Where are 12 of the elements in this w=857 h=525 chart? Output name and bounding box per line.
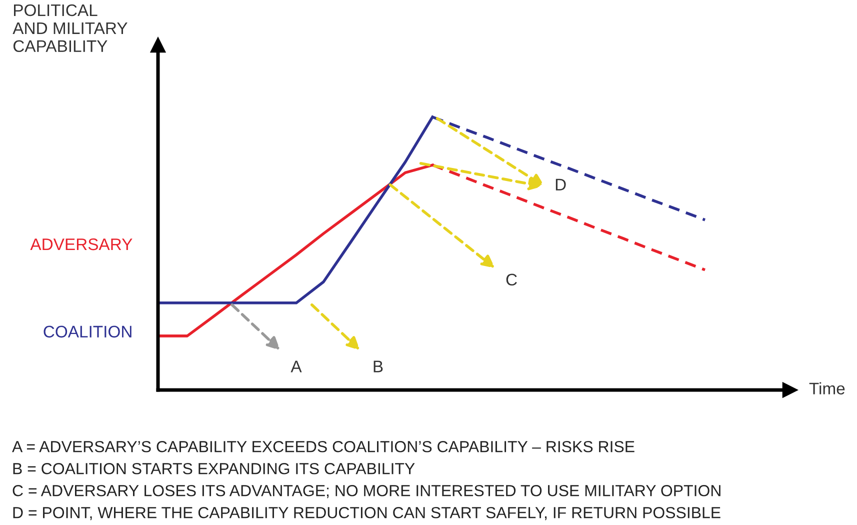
text: D = POINT, WHERE THE CAPABILITY REDUCTION CAN START SAFELY, IF RETURN POSSIBLE — [13, 506, 720, 520]
annotation: B — [374, 360, 383, 372]
y-axis-title: POLITICAL AND MILITARY CAPABILITY — [12, 4, 128, 52]
text: C = ADVERSARY LOSES ITS ADVANTAGE; NO MORE INTERESTED TO USE MILITARY OPTION — [12, 484, 720, 498]
text: Time — [809, 382, 845, 394]
text: ADVERSARY — [30, 238, 132, 250]
annotation: A — [290, 360, 302, 372]
text: B = COALITION STARTS EXPANDING ITS CAPABILITY — [13, 462, 415, 474]
text: COALITION — [44, 326, 132, 338]
annotation: C — [506, 274, 517, 286]
text: A = ADVERSARY’S CAPABILITY EXCEEDS COALITION’S CAPABILITY – RISKS RISE — [12, 440, 634, 452]
annotation: D — [556, 178, 566, 190]
